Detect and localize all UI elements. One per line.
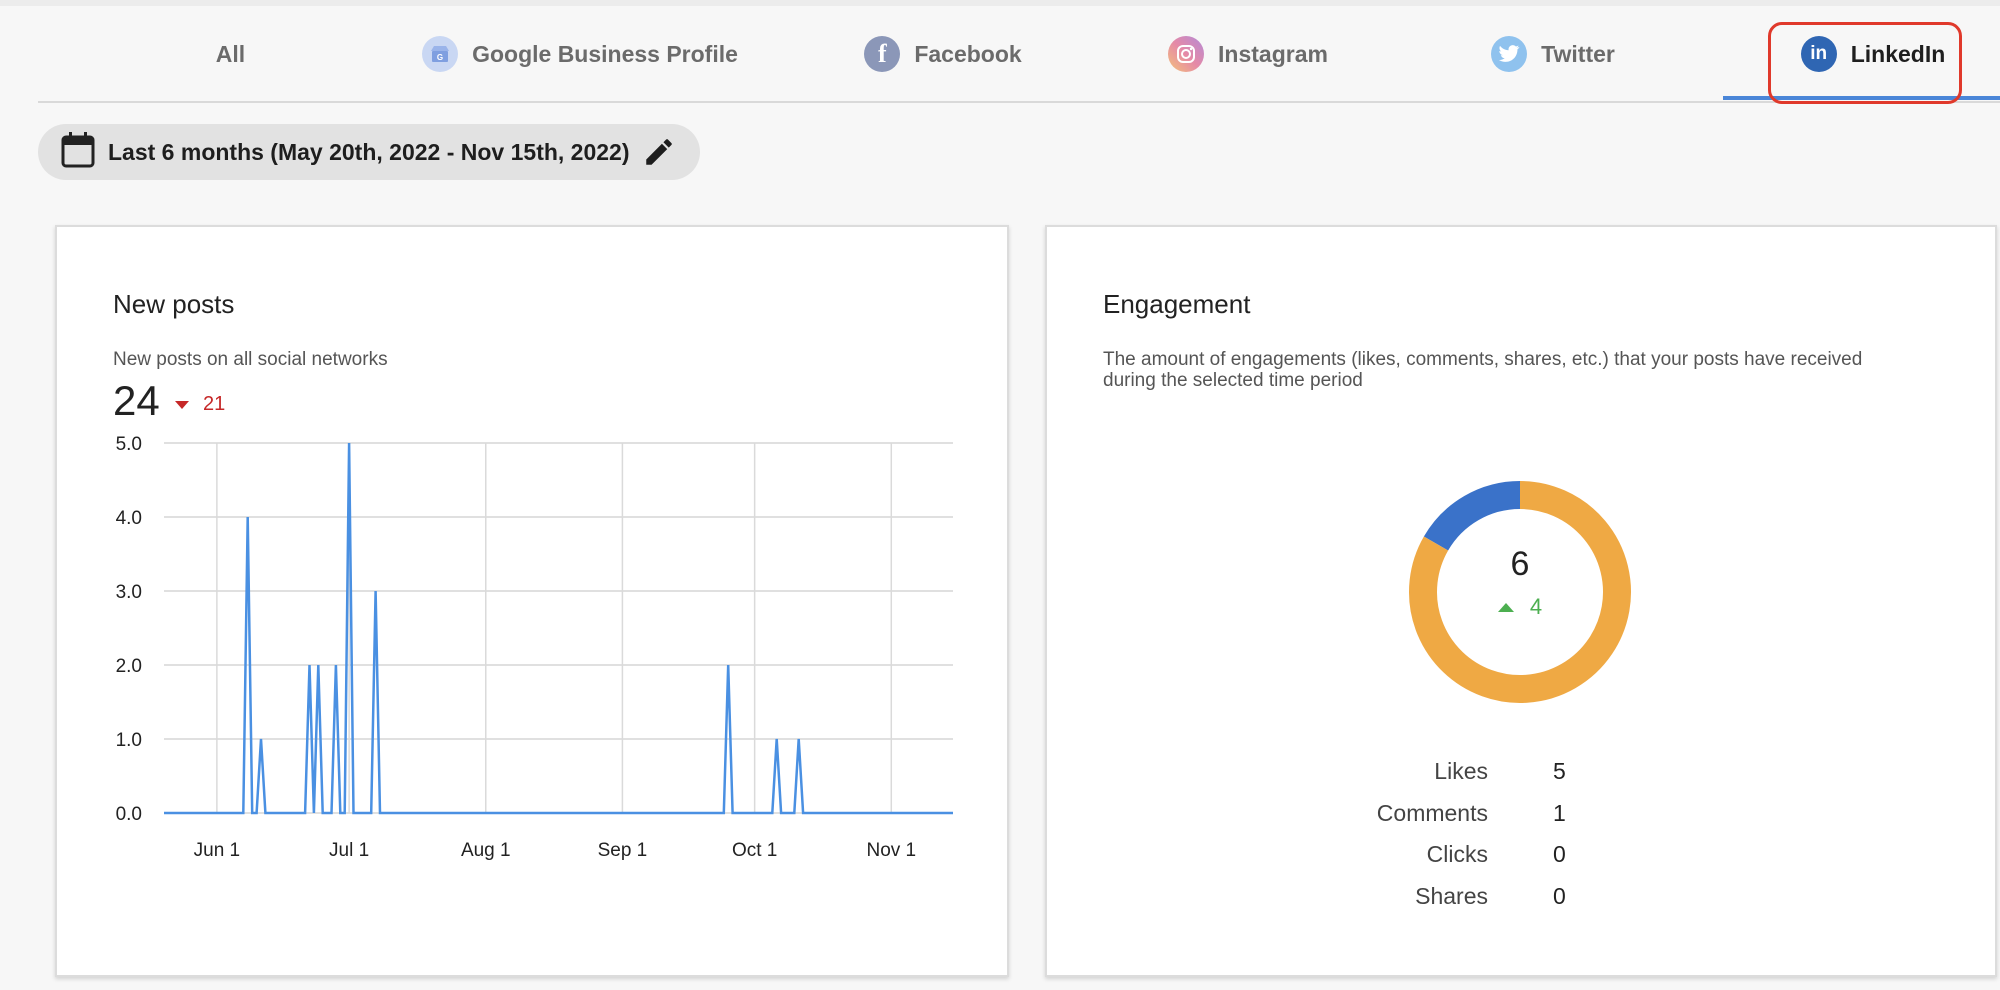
y-tick-label: 3.0 xyxy=(116,582,142,603)
caret-down-icon xyxy=(175,400,189,409)
tab-label: Facebook xyxy=(914,40,1022,67)
network-tabs: All G Google Business Profile f Facebook… xyxy=(38,6,2000,103)
donut-slice-likes xyxy=(1409,481,1631,703)
metric-row-comments: Comments 1 xyxy=(1300,800,1600,842)
metric-label: Clicks xyxy=(1426,841,1488,867)
x-tick-label: Aug 1 xyxy=(461,840,511,861)
engagement-total: 6 xyxy=(1510,545,1530,583)
y-tick-label: 4.0 xyxy=(116,508,142,529)
tab-twitter[interactable]: Twitter xyxy=(1438,6,1668,102)
subtitle-line-1: The amount of engagements (likes, commen… xyxy=(1103,349,1863,370)
tab-label: Twitter xyxy=(1541,40,1615,67)
new-posts-total: 24 xyxy=(113,377,160,424)
delta-value: 21 xyxy=(203,393,226,415)
tab-label: Google Business Profile xyxy=(472,40,738,67)
series-line xyxy=(164,442,953,815)
top-strip xyxy=(0,0,2000,6)
y-tick-label: 0.0 xyxy=(116,804,142,825)
tab-linkedin[interactable]: in LinkedIn xyxy=(1783,6,1963,102)
edit-pencil-icon[interactable] xyxy=(642,135,676,169)
instagram-icon xyxy=(1168,36,1205,72)
new-posts-card: New posts New posts on all social networ… xyxy=(55,225,1009,977)
linkedin-icon: in xyxy=(1800,36,1837,72)
donut-center: 6 4 xyxy=(1448,545,1592,620)
svg-text:G: G xyxy=(437,53,443,62)
x-tick-label: Jul 1 xyxy=(329,840,369,861)
y-tick-label: 2.0 xyxy=(116,656,142,677)
engagement-card: Engagement The amount of engagements (li… xyxy=(1045,225,1997,977)
engagement-delta: 4 xyxy=(1448,594,1592,620)
engagement-metrics: Likes 5 Comments 1 Clicks 0 Shares 0 xyxy=(1300,758,1600,924)
calendar-icon xyxy=(60,131,96,174)
donut-slice-comments xyxy=(1423,481,1521,551)
date-range-label: Last 6 months (May 20th, 2022 - Nov 15th… xyxy=(108,138,630,165)
metric-label: Comments xyxy=(1376,799,1488,826)
metric-row-likes: Likes 5 xyxy=(1300,758,1600,800)
subtitle-line-2: during the selected time period xyxy=(1103,370,1363,391)
y-tick-label: 5.0 xyxy=(116,434,142,455)
x-tick-label: Oct 1 xyxy=(732,840,777,861)
tab-google-business-profile[interactable]: G Google Business Profile xyxy=(390,6,770,102)
engagement-donut-chart xyxy=(1409,481,1631,703)
metric-row-clicks: Clicks 0 xyxy=(1300,841,1600,883)
date-range-selector[interactable]: Last 6 months (May 20th, 2022 - Nov 15th… xyxy=(38,124,700,180)
metric-label: Shares xyxy=(1415,882,1488,909)
tab-label: LinkedIn xyxy=(1850,40,1946,67)
caret-up-icon xyxy=(1497,602,1514,612)
card-title: Engagement xyxy=(1103,289,1251,319)
new-posts-line-chart: 0.0 1.0 2.0 3.0 4.0 5.0 Jun 1 Jul 1 Aug 1 Sep 1 Oc… xyxy=(116,434,953,861)
x-tick-label: Jun 1 xyxy=(194,840,240,861)
y-tick-label: 1.0 xyxy=(116,730,142,751)
x-tick-label: Sep 1 xyxy=(598,840,648,861)
tab-instagram[interactable]: Instagram xyxy=(1128,6,1368,102)
metric-row-shares: Shares 0 xyxy=(1300,883,1600,925)
x-tick-label: Nov 1 xyxy=(866,840,916,861)
metric-value: 5 xyxy=(1553,758,1566,784)
delta-value: 4 xyxy=(1529,594,1543,619)
tab-all[interactable]: All xyxy=(118,6,343,102)
card-title: New posts xyxy=(113,289,235,319)
metric-value: 0 xyxy=(1553,882,1566,909)
metric-value: 1 xyxy=(1553,799,1566,826)
active-tab-indicator xyxy=(1723,96,2000,100)
metric-label: Likes xyxy=(1434,758,1488,784)
metric-value: 0 xyxy=(1553,841,1566,867)
tab-label: All xyxy=(215,40,246,67)
facebook-icon: f xyxy=(864,36,901,72)
twitter-icon xyxy=(1491,36,1528,72)
tab-label: Instagram xyxy=(1218,40,1328,67)
card-subtitle: The amount of engagements (likes, commen… xyxy=(1103,349,1862,391)
new-posts-delta: 21 xyxy=(175,393,225,416)
tab-facebook[interactable]: f Facebook xyxy=(828,6,1058,102)
card-subtitle: New posts on all social networks xyxy=(113,349,388,370)
google-business-icon: G xyxy=(422,36,459,72)
